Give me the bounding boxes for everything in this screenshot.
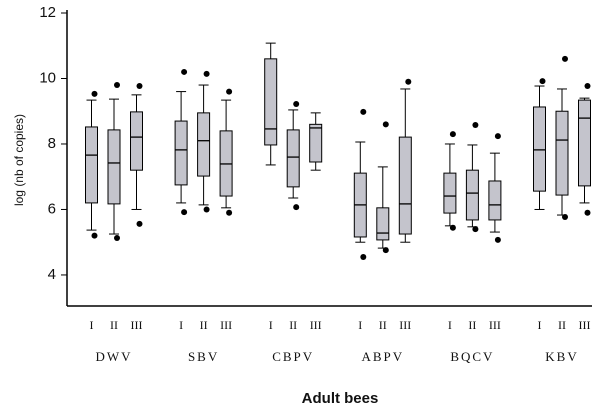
- outlier: [494, 236, 501, 243]
- outlier: [539, 78, 546, 85]
- box: [130, 111, 143, 171]
- outlier: [449, 224, 456, 231]
- box: [443, 172, 457, 214]
- outlier: [226, 209, 233, 216]
- box: [555, 110, 569, 196]
- box-label: II: [379, 318, 387, 332]
- outlier: [293, 204, 300, 211]
- box-label: III: [131, 318, 143, 332]
- outlier: [136, 83, 143, 90]
- outlier: [181, 209, 188, 216]
- y-tick-label: 12: [39, 4, 56, 21]
- box-label: II: [558, 318, 566, 332]
- box-label: III: [489, 318, 501, 332]
- box: [197, 112, 211, 177]
- box: [578, 99, 591, 187]
- outlier: [91, 90, 98, 97]
- group-label: KBV: [545, 349, 578, 364]
- outlier: [449, 131, 456, 138]
- box: [533, 106, 546, 192]
- outlier: [91, 232, 98, 239]
- y-tick-label: 8: [48, 135, 56, 152]
- box-label: I: [179, 318, 183, 332]
- box-label: II: [110, 318, 118, 332]
- outlier: [114, 82, 120, 89]
- outlier: [114, 234, 120, 241]
- box-label: I: [358, 318, 362, 332]
- group-label: BQCV: [450, 349, 494, 364]
- outlier: [382, 121, 389, 128]
- box-label: I: [90, 318, 94, 332]
- box: [488, 180, 502, 221]
- outlier: [203, 70, 210, 77]
- outlier: [360, 108, 367, 115]
- y-tick-label: 4: [48, 266, 56, 283]
- box-label: I: [269, 318, 273, 332]
- box: [398, 136, 412, 235]
- outlier: [584, 83, 591, 90]
- box-label: II: [289, 318, 297, 332]
- box: [85, 126, 98, 204]
- group-label: ABPV: [361, 349, 404, 364]
- outlier: [293, 101, 300, 108]
- box: [107, 129, 121, 205]
- box: [174, 120, 188, 186]
- box-label: III: [310, 318, 322, 332]
- box: [376, 207, 390, 241]
- box: [286, 129, 300, 188]
- outlier: [562, 55, 568, 62]
- outlier: [203, 206, 210, 213]
- box-label: III: [579, 318, 591, 332]
- box: [264, 58, 278, 146]
- outlier: [405, 78, 412, 85]
- y-tick-label: 6: [48, 200, 56, 217]
- box-label: I: [538, 318, 542, 332]
- group-label: SBV: [188, 349, 219, 364]
- outlier: [226, 88, 233, 95]
- group-label: CBPV: [272, 349, 314, 364]
- outlier: [360, 253, 367, 260]
- outlier: [472, 121, 479, 128]
- box: [465, 169, 479, 221]
- outlier: [136, 220, 143, 227]
- outlier: [562, 213, 568, 220]
- x-axis-title: Adult bees: [302, 390, 379, 407]
- box-label: II: [468, 318, 476, 332]
- box-label: III: [220, 318, 232, 332]
- box-label: III: [399, 318, 411, 332]
- box-label: II: [200, 318, 208, 332]
- y-tick-label: 10: [39, 69, 56, 86]
- outlier: [584, 209, 591, 216]
- outlier: [494, 133, 501, 140]
- group-label: DWV: [95, 349, 132, 364]
- outlier: [382, 247, 389, 254]
- outlier: [472, 226, 479, 233]
- box: [309, 123, 323, 163]
- box-label: I: [448, 318, 452, 332]
- outlier: [181, 68, 188, 75]
- y-axis-label: log (nb of copies): [12, 114, 26, 206]
